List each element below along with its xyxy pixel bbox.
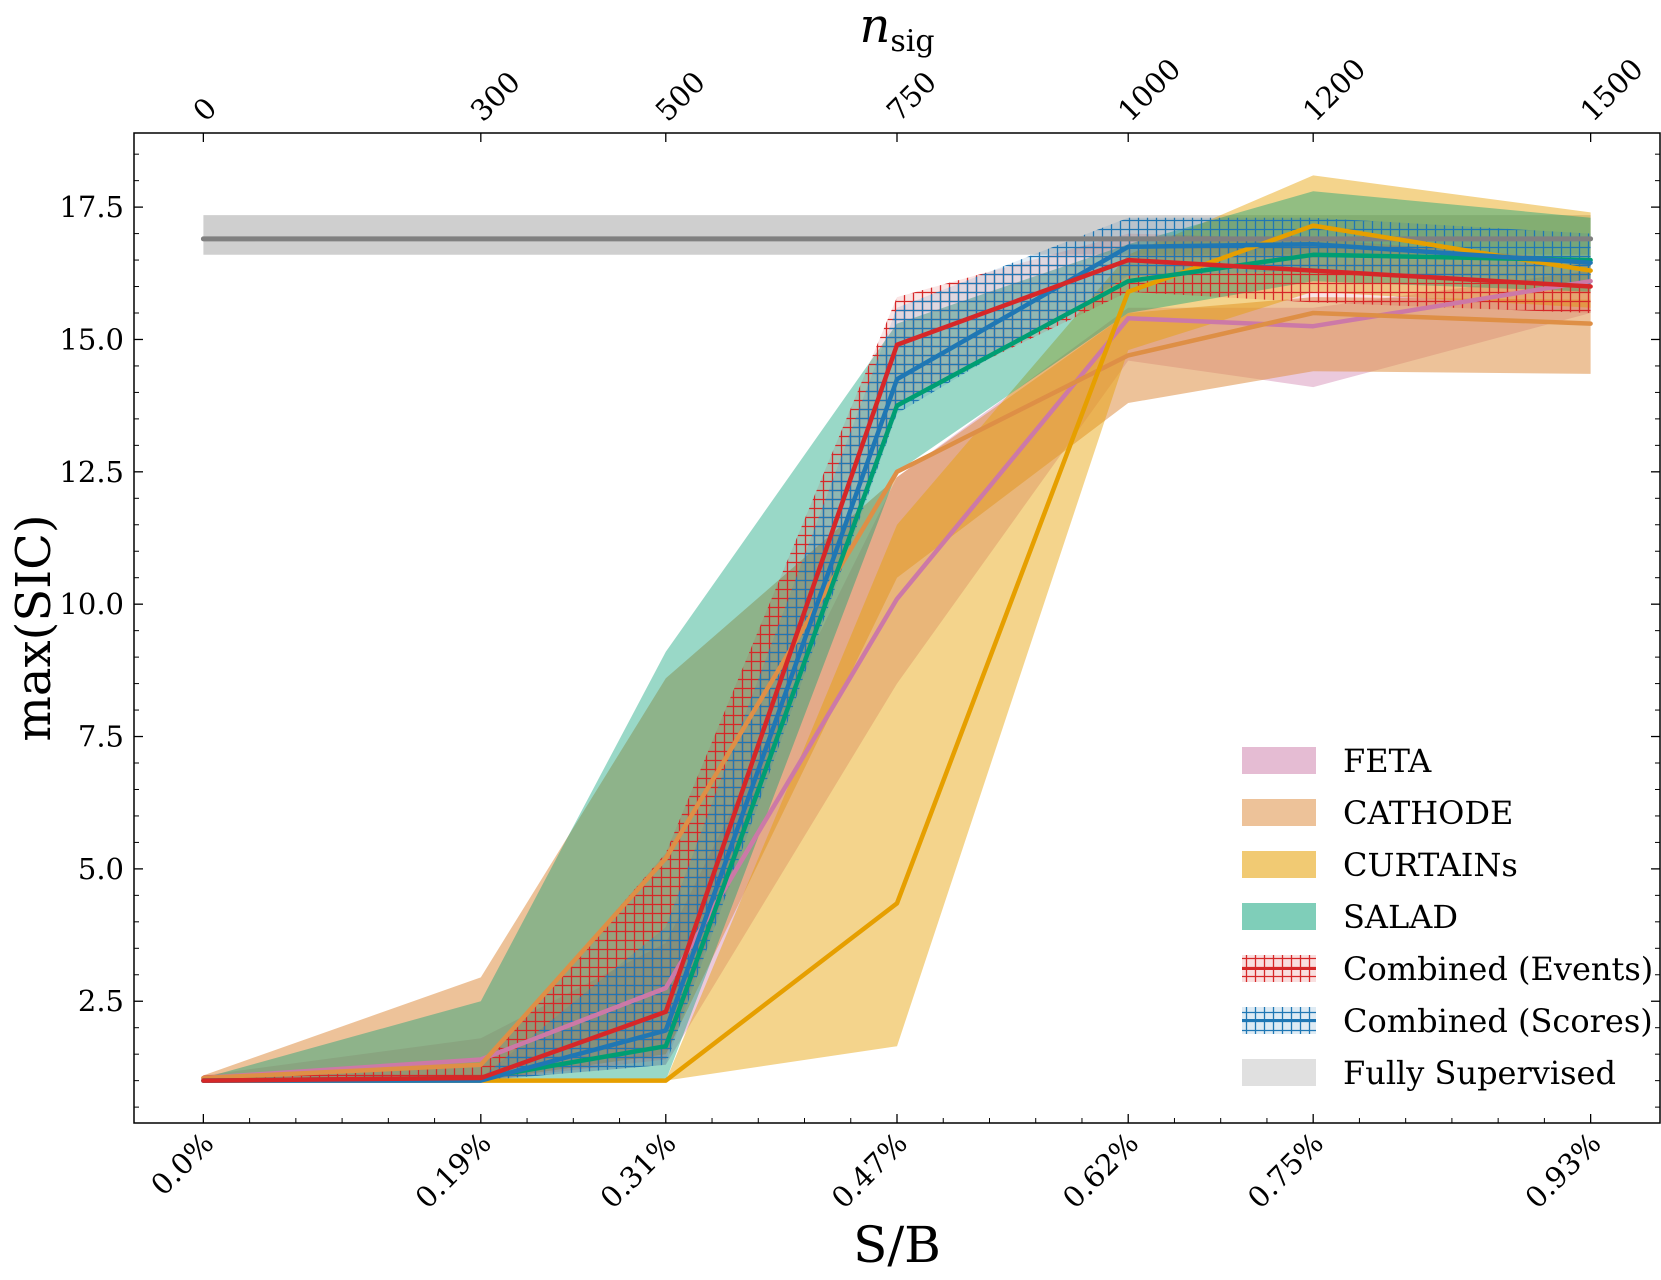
legend-label-combined-scores: Combined (Scores) xyxy=(1343,1002,1653,1040)
y-tick-label: 12.5 xyxy=(59,455,124,489)
x-top-tick-label: 1000 xyxy=(1111,52,1187,128)
legend-label-cathode: CATHODE xyxy=(1343,794,1513,832)
x-top-tick-label: 0 xyxy=(186,91,223,128)
y-tick-label: 15.0 xyxy=(59,322,124,356)
x-tick-label: 0.31% xyxy=(594,1126,683,1215)
legend-label-salad: SALAD xyxy=(1343,898,1458,936)
x-top-tick-label: 300 xyxy=(464,65,527,128)
x-tick-label: 0.93% xyxy=(1518,1126,1607,1215)
legend-label-feta: FETA xyxy=(1343,742,1432,780)
curtains-band xyxy=(203,175,1591,1081)
x-top-tick-label: 1500 xyxy=(1574,52,1650,128)
axis-ticks xyxy=(134,133,1660,1123)
x-tick-label: 0.75% xyxy=(1241,1126,1330,1215)
x-top-tick-label: 500 xyxy=(649,65,712,128)
cathode-band xyxy=(203,297,1591,1081)
feta-band xyxy=(203,270,1591,1081)
legend-swatch-salad xyxy=(1242,903,1316,930)
legend-swatch-curtains xyxy=(1242,851,1316,878)
plot-area xyxy=(200,175,1594,1083)
x-top-tick-label: 750 xyxy=(880,65,943,128)
legend-label-curtains: CURTAINs xyxy=(1343,846,1518,884)
legend-swatch-fully-supervised xyxy=(1242,1059,1316,1086)
confidence-bands xyxy=(203,175,1591,1081)
top-axis-label: nsig xyxy=(859,0,934,59)
legend-label-fully-supervised: Fully Supervised xyxy=(1343,1054,1616,1092)
legend-label-combined-events: Combined (Events) xyxy=(1343,950,1653,988)
y-tick-label: 10.0 xyxy=(59,587,124,621)
legend-swatch-cathode xyxy=(1242,799,1316,826)
x-axis-label: S/B xyxy=(853,1216,941,1274)
y-tick-label: 7.5 xyxy=(78,720,124,754)
x-tick-label: 0.19% xyxy=(409,1126,498,1215)
y-tick-label: 2.5 xyxy=(78,984,124,1018)
top-axis-label-main: n xyxy=(859,0,890,54)
series-lines xyxy=(200,223,1594,1083)
y-axis-label: max(SIC) xyxy=(6,514,62,741)
top-axis-label-subscript: sig xyxy=(890,24,934,59)
x-tick-label: 0.47% xyxy=(825,1126,914,1215)
y-tick-label: 5.0 xyxy=(78,852,124,886)
legend-swatch-feta xyxy=(1242,747,1316,774)
x-top-tick-label: 1200 xyxy=(1296,52,1372,128)
x-tick-label: 0.62% xyxy=(1056,1126,1145,1215)
combined-scores-band-hatch xyxy=(203,217,1591,1081)
x-tick-label: 0.0% xyxy=(144,1126,220,1202)
y-tick-label: 17.5 xyxy=(59,190,124,224)
legend: FETA CATHODE CURTAINs SALAD Combined (Events… xyxy=(1242,742,1653,1092)
